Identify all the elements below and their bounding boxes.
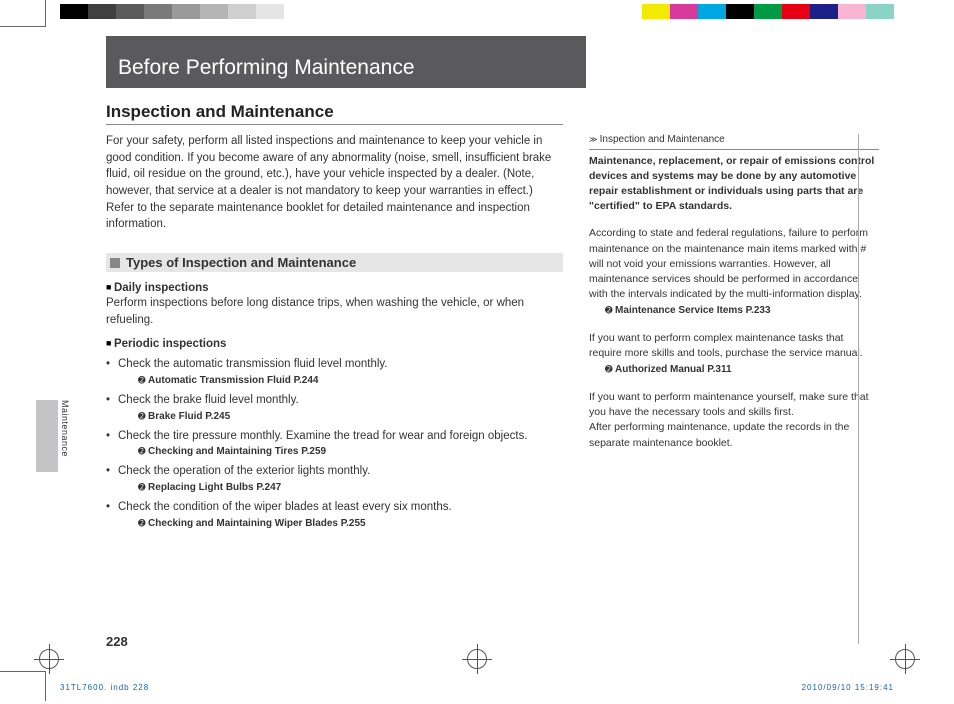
crop-mark-top-left xyxy=(0,26,46,56)
footer-left: 31TL7600. indb 228 xyxy=(60,683,149,692)
cross-reference: Checking and Maintaining Tires P.259 xyxy=(138,446,563,457)
page-banner: Before Performing Maintenance xyxy=(106,36,586,88)
intro-paragraph: For your safety, perform all listed insp… xyxy=(106,133,563,233)
subsection-header: Types of Inspection and Maintenance xyxy=(106,253,563,272)
cross-reference: Automatic Transmission Fluid P.244 xyxy=(138,375,563,386)
color-calibration-bar xyxy=(0,4,954,20)
registration-mark-right xyxy=(890,644,920,674)
page-content: Before Performing Maintenance Inspection… xyxy=(106,36,886,529)
section-tab-label: Maintenance xyxy=(60,400,70,457)
list-item: Check the condition of the wiper blades … xyxy=(106,499,563,516)
cross-reference: Brake Fluid P.245 xyxy=(138,411,563,422)
list-item: Check the brake fluid level monthly. xyxy=(106,392,563,409)
sidebar-ref-1: Maintenance Service Items P.233 xyxy=(605,304,879,319)
right-margin-line xyxy=(858,134,859,644)
list-item: Check the tire pressure monthly. Examine… xyxy=(106,428,563,445)
list-item: Check the automatic transmission fluid l… xyxy=(106,356,563,373)
sidebar-para-2: If you want to perform complex maintenan… xyxy=(589,331,879,361)
section-tab xyxy=(36,400,58,472)
cross-reference: Replacing Light Bulbs P.247 xyxy=(138,482,563,493)
registration-mark-left xyxy=(34,644,64,674)
sidebar-para-4: After performing maintenance, update the… xyxy=(589,420,879,450)
page-number: 228 xyxy=(106,634,128,649)
daily-inspections-header: Daily inspections xyxy=(106,282,563,294)
sidebar-bold-notice: Maintenance, replacement, or repair of e… xyxy=(589,154,879,215)
sidebar-column: Inspection and Maintenance Maintenance, … xyxy=(589,133,879,529)
cross-reference: Checking and Maintaining Wiper Blades P.… xyxy=(138,518,563,529)
registration-mark-center xyxy=(462,644,492,674)
periodic-inspections-header: Periodic inspections xyxy=(106,338,563,350)
footer-right: 2010/09/10 15:19:41 xyxy=(802,683,894,692)
section-title: Inspection and Maintenance xyxy=(106,102,563,125)
main-column: For your safety, perform all listed insp… xyxy=(106,133,563,529)
list-item: Check the operation of the exterior ligh… xyxy=(106,463,563,480)
subsection-header-text: Types of Inspection and Maintenance xyxy=(126,255,356,270)
daily-inspections-text: Perform inspections before long distance… xyxy=(106,295,563,328)
sidebar-ref-2: Authorized Manual P.311 xyxy=(605,363,879,378)
periodic-items-list: Check the automatic transmission fluid l… xyxy=(106,356,563,528)
sidebar-header: Inspection and Maintenance xyxy=(589,133,879,150)
sidebar-para-3: If you want to perform maintenance yours… xyxy=(589,390,879,420)
sidebar-para-1: According to state and federal regulatio… xyxy=(589,226,879,302)
